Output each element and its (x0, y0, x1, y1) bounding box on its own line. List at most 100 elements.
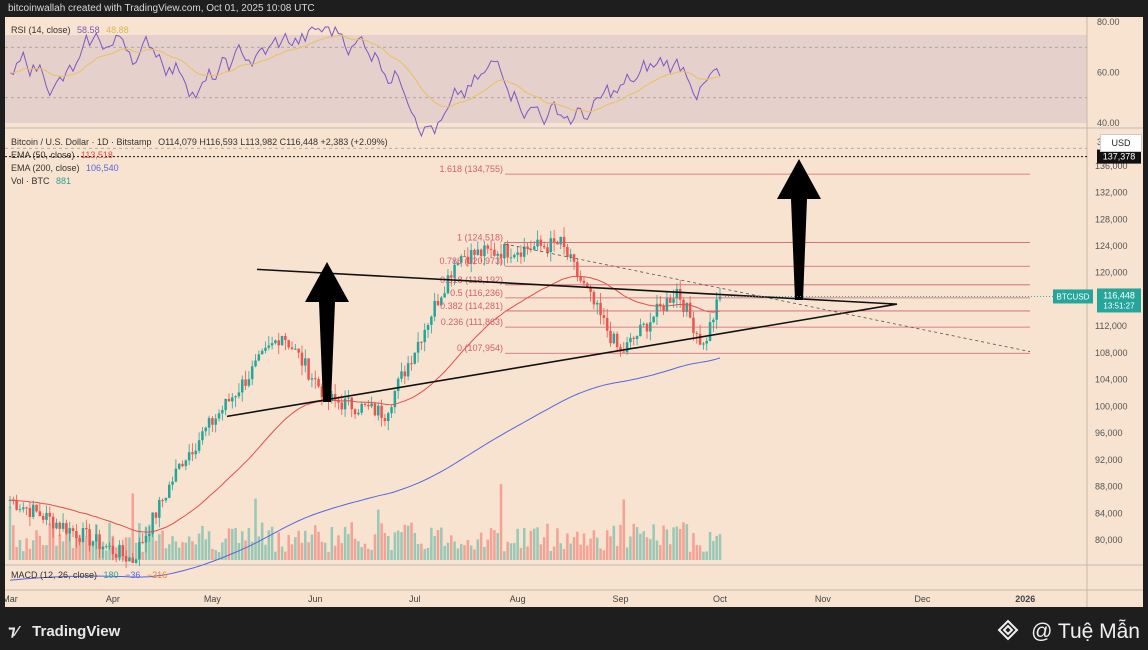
candle-body (128, 557, 131, 562)
volume-bar (78, 535, 81, 560)
volume-bar (360, 547, 363, 560)
volume-bar (363, 543, 367, 560)
candle-body (469, 250, 473, 264)
time-tick-label: Mar (5, 594, 18, 604)
countdown-label: 13:51:27 (1103, 301, 1135, 310)
candle-body (506, 243, 509, 258)
candle-body (552, 238, 556, 242)
candle-body (612, 333, 616, 344)
volume-bar (138, 523, 141, 560)
volume-bar (552, 546, 556, 560)
candle-body (562, 236, 566, 248)
macd-label: MACD (12, 26, close) (11, 570, 98, 580)
candle-body (201, 431, 204, 441)
candle-body (18, 509, 22, 511)
candle-body (260, 350, 264, 355)
candle-body (35, 504, 38, 512)
candle-body (390, 407, 393, 414)
candle-body (668, 297, 672, 303)
volume-bar (566, 533, 569, 560)
volume-bar (619, 524, 622, 560)
tradingview-logo[interactable]: ⁊⁄ TradingView (8, 622, 120, 640)
candle-body (194, 450, 198, 455)
volume-bar (503, 551, 506, 560)
volume-bar (659, 545, 662, 560)
volume-bar (224, 538, 227, 560)
candle-body (154, 512, 158, 518)
volume-bar (542, 537, 546, 560)
candle-body (277, 340, 280, 346)
volume-bar (632, 523, 635, 560)
volume-bar (250, 541, 254, 560)
volume-bar (151, 533, 154, 560)
volume-bar (340, 543, 344, 560)
candle-body (466, 256, 470, 264)
volume-bar (280, 546, 284, 560)
candle-body (164, 497, 168, 501)
candle-body (373, 403, 377, 416)
candle-body (705, 340, 708, 344)
volume-bar (675, 526, 679, 560)
volume-bar (357, 541, 360, 560)
volume-bar (304, 530, 307, 560)
candle-body (158, 499, 161, 518)
volume-bar (513, 543, 516, 560)
candle-body (254, 360, 257, 367)
price-tick-label: 92,000 (1095, 455, 1123, 465)
candle-body (88, 529, 91, 546)
volume-bar (244, 540, 247, 560)
candle-body (635, 336, 639, 339)
volume-bar (134, 542, 138, 560)
candle-body (61, 522, 65, 529)
candle-body (297, 348, 300, 353)
volume-bar (131, 493, 135, 560)
volume-bar (629, 536, 632, 560)
tradingview-logo-text: TradingView (32, 623, 121, 640)
candle-body (685, 302, 689, 312)
candle-body (536, 239, 539, 247)
candle-body (48, 512, 52, 517)
candle-body (526, 246, 529, 249)
volume-bar (247, 528, 251, 560)
volume-legend: Vol · BTC 881 (11, 176, 71, 186)
volume-bar (207, 531, 211, 560)
volume-bar (396, 530, 400, 560)
rsi-tick-label: 60.00 (1097, 68, 1120, 78)
candle-body (131, 557, 135, 563)
candle-body (702, 343, 705, 345)
volume-bar (698, 545, 702, 560)
candle-body (340, 402, 344, 410)
up-arrow-left (305, 262, 349, 402)
volume-bar (187, 536, 191, 560)
candle-body (58, 522, 62, 529)
candle-body (171, 481, 174, 485)
time-tick-label: 2026 (1015, 594, 1035, 604)
volume-bar (274, 551, 277, 560)
candle-body (559, 236, 563, 245)
candle-body (234, 396, 237, 398)
volume-bar (231, 529, 234, 560)
volume-bar (154, 540, 158, 560)
candle-body (360, 403, 363, 413)
chart-svg[interactable]: 80.0060.0040.0032.50136,000132,000128,00… (5, 17, 1143, 607)
volume-bar (489, 528, 493, 560)
volume-bar (101, 541, 105, 560)
symbol-tag-label: BTCUSD (1057, 292, 1090, 301)
candle-body (659, 303, 662, 306)
created-by-caption: bitcoinwallah created with TradingView.c… (8, 3, 315, 14)
chart-area[interactable]: 80.0060.0040.0032.50136,000132,000128,00… (5, 17, 1143, 607)
macd-legend: MACD (12, 26, close) 180 −36 −216 (11, 570, 167, 580)
candle-body (586, 283, 589, 289)
volume-bar (45, 545, 48, 560)
candle-body (187, 452, 191, 461)
candle-body (227, 398, 231, 402)
volume-bar (652, 524, 655, 560)
volume-bar (68, 530, 71, 560)
volume-bar (264, 544, 267, 560)
candle-body (479, 249, 483, 257)
volume-bar (443, 545, 446, 560)
currency-button[interactable]: USD (1100, 134, 1142, 152)
ema50-label: EMA (50, close) (11, 150, 75, 160)
volume-bar (333, 545, 337, 560)
